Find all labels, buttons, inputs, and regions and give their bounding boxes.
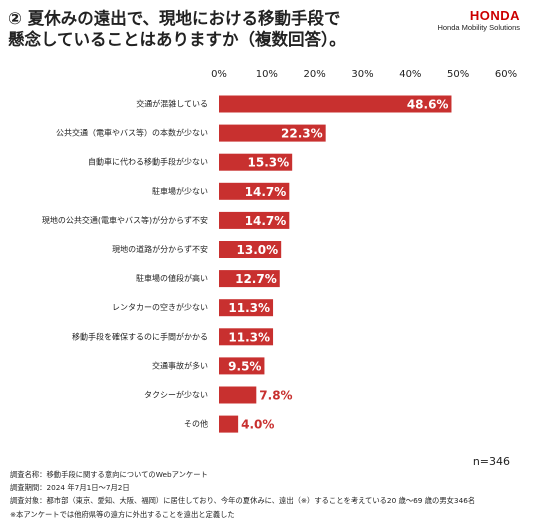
category-label: その他 <box>184 419 208 429</box>
category-label: 駐車場の値段が高い <box>136 273 208 283</box>
value-label: 12.7% <box>235 272 277 286</box>
value-label: 11.3% <box>228 330 270 344</box>
x-tick-label: 40% <box>399 69 421 80</box>
bar <box>219 95 452 113</box>
x-tick-label: 30% <box>351 69 373 80</box>
category-label: タクシーが少ない <box>144 390 208 400</box>
category-label: 移動手段を確保するのに手間がかかる <box>72 331 208 341</box>
x-tick-label: 60% <box>495 69 517 80</box>
survey-notes: 調査名称：移動手段に関する意向についてのWebアンケート 調査期間：2024 年7… <box>10 468 475 521</box>
bar <box>219 299 274 317</box>
value-label: 13.0% <box>237 243 279 257</box>
x-tick-label: 20% <box>304 69 326 80</box>
bar <box>219 182 290 200</box>
bar <box>219 270 280 288</box>
value-label: 9.5% <box>228 359 261 373</box>
bar <box>219 386 257 404</box>
value-label: 22.3% <box>281 127 323 141</box>
brand-name: HONDA <box>469 8 520 23</box>
category-label: 交通が混雑している <box>136 99 208 109</box>
category-label: 交通事故が多い <box>152 360 208 370</box>
category-label: 駐車場が少ない <box>152 186 208 196</box>
category-label: 現地の道路が分からず不安 <box>112 244 208 254</box>
chart-title: ② 夏休みの遠出で、現地における移動手段で 懸念していることはありますか（複数回… <box>8 9 346 49</box>
category-label: 公共交通（電車やバス等）の本数が少ない <box>56 128 208 138</box>
bar <box>219 357 265 375</box>
category-label: 自動車に代わる移動手段が少ない <box>88 157 208 167</box>
note-line: ※本アンケートでは他府県等の遠方に外出することを遠出と定義した <box>10 509 235 519</box>
note-line: 調査対象：都市部（東京、愛知、大阪、福岡）に居住しており、今年の夏休みに、遠出（… <box>10 496 476 506</box>
value-label: 14.7% <box>245 214 287 228</box>
x-tick-label: 0% <box>211 69 227 80</box>
value-label: 7.8% <box>259 389 292 403</box>
value-label: 11.3% <box>228 301 270 315</box>
brand-subtitle: Honda Mobility Solutions <box>437 23 520 32</box>
bar <box>219 415 239 433</box>
bar <box>219 124 326 142</box>
bar <box>219 328 274 346</box>
value-label: 4.0% <box>241 418 274 432</box>
note-line: 調査名称：移動手段に関する意向についてのWebアンケート <box>10 470 208 479</box>
value-label: 14.7% <box>245 185 287 199</box>
x-tick-label: 10% <box>256 69 278 80</box>
sample-size: n=346 <box>473 455 510 468</box>
bar <box>219 241 282 258</box>
category-label: 現地の公共交通(電車やバス等)が分からず不安 <box>42 215 208 225</box>
bar <box>219 211 290 229</box>
value-label: 48.6% <box>407 98 449 112</box>
brand-logo: HONDA Honda Mobility Solutions <box>437 8 520 32</box>
x-tick-label: 50% <box>447 69 469 80</box>
bar <box>219 153 293 171</box>
note-line: 調査期間：2024 年7月1日〜7月2日 <box>10 483 130 493</box>
category-label: レンタカーの空きが少ない <box>112 302 208 312</box>
value-label: 15.3% <box>248 156 290 170</box>
